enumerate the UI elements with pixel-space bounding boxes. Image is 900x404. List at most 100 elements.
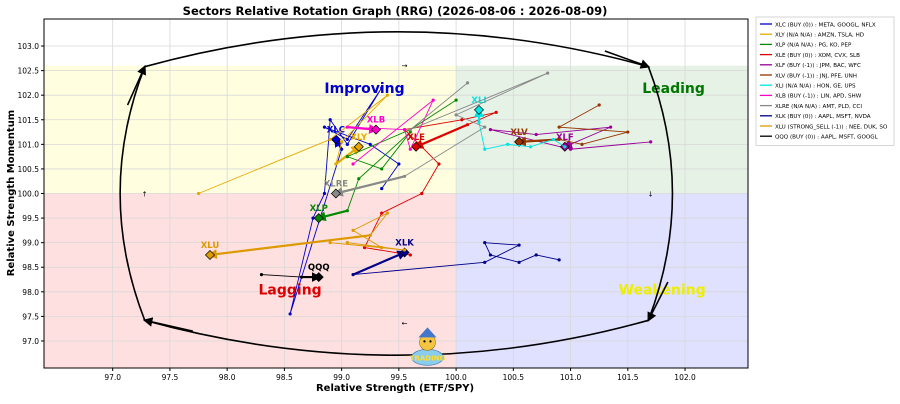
legend-item: XLK (BUY (0)) : AAPL, MSFT, NVDA	[760, 114, 871, 120]
series-point-xlc	[368, 142, 372, 146]
quadrant-label-weakening: Weakening	[619, 282, 706, 298]
series-point-xlb	[431, 98, 435, 102]
series-xlre: XLRE	[324, 71, 550, 199]
series-label-qqq: QQQ	[308, 263, 330, 273]
series-point-xlk	[517, 243, 521, 247]
series-point-xlp	[408, 130, 412, 134]
series-point-xlb	[351, 162, 355, 166]
trading-logo: TRADING	[410, 327, 446, 366]
series-head-segment-xle	[413, 123, 468, 149]
y-tick-label: 103.0	[18, 42, 40, 51]
series-label-xlp: XLP	[310, 204, 328, 214]
series-point-xlu	[380, 245, 384, 250]
legend-label: XLF (BUY (-1)) : JPM, BAC, WFC	[775, 63, 861, 69]
rotation-arrow-improving	[126, 64, 146, 106]
series-head-segment-xlp	[315, 209, 348, 222]
x-tick-label: 101.5	[617, 373, 639, 382]
series-tail-xlre	[404, 72, 549, 177]
series-label-xlf: XLF	[556, 133, 574, 143]
series-point-xli	[483, 147, 487, 151]
legend: XLC (BUY (0)) : META, GOOGL, NFLX XLY (N/…	[755, 16, 895, 146]
series-label-xlb: XLB	[367, 116, 385, 126]
series-point-xlu	[351, 228, 355, 232]
y-tick-label: 98.5	[22, 263, 39, 272]
series-point-xlu	[402, 248, 407, 252]
x-tick-label: 98.5	[276, 373, 293, 382]
series-point-xlre	[546, 71, 550, 75]
series-point-xly	[196, 191, 201, 196]
chart-title: Sectors Relative Rotation Graph (RRG) (2…	[183, 4, 608, 18]
series-point-xlp	[380, 167, 384, 171]
series-point-xlk	[517, 260, 521, 264]
legend-item: XLV (BUY (-1)) : JNJ, PFE, UNH	[760, 73, 857, 79]
series-point-xlc	[328, 118, 332, 122]
series-point-xlv	[626, 130, 630, 134]
rotation-mid-arrow: →	[402, 62, 408, 70]
series-tail-xlc	[289, 87, 400, 315]
rotation-mid-arrow: ←	[402, 319, 408, 327]
quadrant-lagging	[44, 193, 457, 368]
series-head-marker-qqq	[313, 272, 324, 283]
series-point-xlv	[580, 142, 584, 146]
series-point-xlc	[311, 216, 315, 220]
series-head-marker-xlp	[313, 213, 324, 224]
series-point-xlc	[322, 191, 327, 196]
series-label-xlc: XLC	[327, 125, 345, 135]
series-point-xlc	[288, 312, 292, 316]
series-point-xly	[385, 93, 390, 97]
legend-item: QQQ (BUY (0)) : AAPL, MSFT, GOOGL	[760, 135, 879, 141]
series-point-xle	[494, 110, 498, 114]
series-point-xlk	[483, 241, 487, 245]
legend-item: XLRE (N/A N/A) : AMT, PLD, CCI	[760, 104, 862, 110]
legend-item: XLI (N/A N/A) : HON, GE, UPS	[760, 84, 856, 90]
x-tick-label: 98.0	[219, 373, 236, 382]
series-head-marker-xle	[411, 141, 422, 152]
series-point-xlc	[380, 86, 384, 90]
series-label-xlre: XLRE	[324, 180, 349, 190]
series-point-xlc	[345, 137, 349, 142]
series-point-xlc	[380, 186, 384, 191]
rotation-mid-arrow: ↑	[142, 191, 148, 199]
series-head-marker-xlu	[204, 249, 215, 260]
quadrant-weakening	[456, 193, 748, 368]
x-tick-label: 102.0	[674, 373, 696, 382]
series-point-xlb	[402, 127, 407, 132]
y-axis-label: Relative Strength Momentum	[6, 110, 17, 276]
logo-text: TRADING	[410, 354, 446, 362]
series-point-xlre	[483, 125, 487, 129]
legend-item: XLC (BUY (0)) : META, GOOGL, NFLX	[760, 22, 876, 28]
series-point-xlp	[454, 98, 458, 102]
y-tick-label: 100.0	[18, 190, 40, 199]
series-label-xly: XLY	[350, 133, 368, 143]
series-point-xlp	[357, 177, 361, 181]
series-point-xlb	[408, 147, 412, 151]
series-qqq: QQQ	[259, 263, 330, 283]
legend-item: XLU (STRONG_SELL (-1)) : NEE, DUK, SO	[760, 124, 888, 130]
rotation-mid-arrow: ↓	[648, 191, 654, 199]
x-tick-label: 100.0	[445, 373, 467, 382]
series-point-qqq	[259, 273, 264, 277]
series-point-xle	[420, 191, 424, 196]
legend-label: XLU (STRONG_SELL (-1)) : NEE, DUK, SO	[775, 124, 888, 130]
series-point-xlc	[397, 162, 401, 166]
series-point-xle	[408, 253, 412, 257]
legend-item: XLP (N/A N/A) : PG, KO, PEP	[760, 43, 852, 49]
series-point-xle	[460, 118, 464, 122]
series-head-marker-xlre	[330, 188, 341, 199]
series-label-xlu: XLU	[201, 241, 220, 251]
y-tick-label: 99.0	[22, 239, 39, 248]
logo-hat	[418, 327, 437, 338]
series-head-marker-xlv	[514, 136, 525, 147]
legend-label: XLK (BUY (0)) : AAPL, MSFT, NVDA	[775, 114, 871, 120]
legend-label: XLY (N/A N/A) : AMZN, TSLA, HD	[775, 33, 864, 39]
series-point-xlre	[454, 113, 458, 117]
x-tick-label: 99.5	[391, 373, 408, 382]
legend-label: XLI (N/A N/A) : HON, GE, UPS	[775, 84, 856, 90]
y-tick-label: 99.5	[22, 214, 39, 223]
legend-box	[755, 16, 895, 146]
x-axis-label: Relative Strength (ETF/SPY)	[316, 383, 474, 394]
y-tick-label: 102.5	[18, 67, 40, 76]
series-head-segment-xlu	[207, 234, 371, 260]
legend-label: XLP (N/A N/A) : PG, KO, PEP	[775, 43, 852, 49]
y-tick-label: 97.0	[22, 337, 39, 346]
